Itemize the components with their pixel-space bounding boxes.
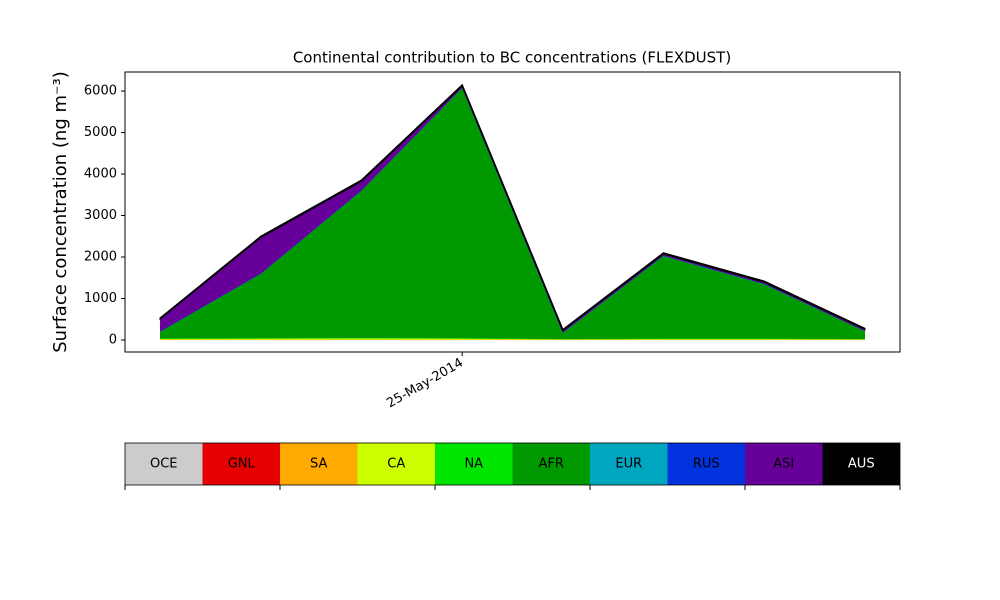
- legend-label: ASI: [773, 457, 794, 472]
- chart-title: Continental contribution to BC concentra…: [293, 49, 731, 67]
- legend-label: OCE: [150, 457, 178, 472]
- legend-swatch: [202, 443, 280, 485]
- y-tick-label: 6000: [84, 84, 117, 99]
- legend-label: NA: [464, 457, 483, 472]
- legend-swatch: [590, 443, 668, 485]
- legend-swatch: [280, 443, 358, 485]
- y-tick-label: 1000: [84, 291, 117, 306]
- legend-frame: [124, 442, 901, 486]
- legend-label: EUR: [615, 457, 642, 472]
- legend-swatch: [822, 443, 900, 485]
- legend-label: AUS: [848, 457, 875, 472]
- legend-swatch: [667, 443, 745, 485]
- y-tick-label: 2000: [84, 250, 117, 265]
- legend-swatch: [435, 443, 513, 485]
- area: [159, 83, 866, 332]
- y-tick-label: 5000: [84, 125, 117, 140]
- legend-label: CA: [387, 457, 405, 472]
- y-tick-label: 3000: [84, 208, 117, 223]
- plot-frame: [124, 71, 901, 353]
- legend-label: AFR: [539, 457, 564, 472]
- legend-swatch: [512, 443, 590, 485]
- area: [159, 87, 866, 340]
- colorbar-ticks: [124, 485, 901, 490]
- y-tick-label: 4000: [84, 167, 117, 182]
- legend-label: GNL: [228, 457, 256, 472]
- legend-label: SA: [310, 457, 327, 472]
- legend-label: RUS: [693, 457, 720, 472]
- legend-swatch: [357, 443, 435, 485]
- y-axis-label: Surface concentration (ng m⁻³): [50, 71, 71, 353]
- x-tick-label: 25-May-2014: [384, 356, 466, 412]
- legend-swatch: [125, 443, 203, 485]
- y-tick-label: 0: [109, 332, 117, 347]
- legend-swatch: [745, 443, 823, 485]
